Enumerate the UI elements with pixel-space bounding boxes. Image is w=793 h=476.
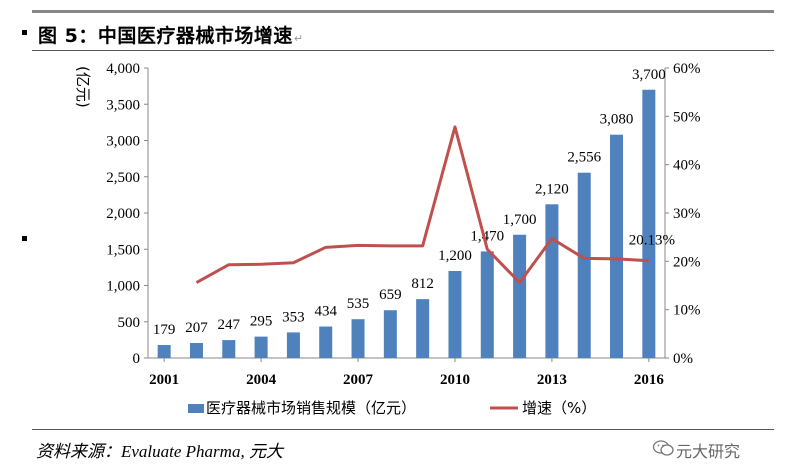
source-rule xyxy=(32,429,774,430)
right-tick-label: 50% xyxy=(673,109,701,125)
left-tick-label: 3,000 xyxy=(106,134,140,150)
wechat-icon xyxy=(652,440,674,456)
bar-2005 xyxy=(286,332,300,358)
x-tick-label: 2007 xyxy=(343,372,374,388)
bar-2001 xyxy=(157,345,171,358)
left-tick-label: 2,500 xyxy=(106,170,140,186)
title-bullet xyxy=(22,30,27,35)
bar-2010 xyxy=(448,271,462,358)
bar-label-2005: 353 xyxy=(282,309,305,325)
left-tick-label: 500 xyxy=(118,315,141,331)
bar-2003 xyxy=(222,340,236,358)
bar-2009 xyxy=(416,299,430,358)
bar-label-2003: 247 xyxy=(218,317,241,333)
right-tick-label: 30% xyxy=(673,206,701,222)
bar-2015 xyxy=(610,134,624,358)
page-title-text: 图 5：中国医疗器械市场增速 xyxy=(38,25,293,47)
bar-label-2001: 179 xyxy=(153,322,176,338)
legend-line-label: 增速（%） xyxy=(522,399,596,417)
left-tick-label: 3,500 xyxy=(106,97,140,113)
x-tick-label: 2004 xyxy=(246,372,277,388)
bar-2012 xyxy=(513,234,527,358)
bar-label-2011: 1,470 xyxy=(470,228,504,244)
bar-label-2002: 207 xyxy=(185,320,208,336)
x-tick-label: 2010 xyxy=(440,372,470,388)
x-tick-label: 2016 xyxy=(634,372,665,388)
top-rule xyxy=(32,10,774,13)
side-bullet xyxy=(22,236,27,241)
bar-label-2013: 2,120 xyxy=(535,181,569,197)
bar-label-2015: 3,080 xyxy=(600,112,634,128)
bar-label-2012: 1,700 xyxy=(503,212,537,228)
bar-2008 xyxy=(383,310,397,358)
left-tick-label: 4,000 xyxy=(106,61,140,77)
right-tick-label: 40% xyxy=(673,158,701,174)
bar-label-2014: 2,556 xyxy=(567,150,601,166)
bar-2007 xyxy=(351,319,365,358)
legend-bar-swatch xyxy=(188,404,204,413)
x-tick-label: 2013 xyxy=(537,372,567,388)
bar-2016 xyxy=(642,89,656,358)
bar-2002 xyxy=(189,342,203,358)
bar-label-2006: 434 xyxy=(314,304,337,320)
x-tick-label: 2001 xyxy=(149,372,179,388)
right-tick-label: 10% xyxy=(673,303,701,319)
source-note: 资料来源：Evaluate Pharma, 元大 xyxy=(36,442,283,461)
title-rule xyxy=(32,50,774,51)
growth-line xyxy=(195,125,649,285)
bar-label-2010: 1,200 xyxy=(438,248,472,264)
bar-2004 xyxy=(254,336,268,358)
bar-2006 xyxy=(319,326,333,358)
left-tick-label: 2,000 xyxy=(106,206,140,222)
watermark-label: 元大研究 xyxy=(676,442,741,461)
left-tick-label: 1,500 xyxy=(106,242,140,258)
bar-2013 xyxy=(545,204,559,358)
growth-end-label: 20.13% xyxy=(629,233,675,249)
bar-label-2008: 659 xyxy=(379,287,402,303)
bar-label-2007: 535 xyxy=(347,296,370,312)
chart-legend: 医疗器械市场销售规模（亿元） 增速（%） xyxy=(188,399,596,417)
page-title: 图 5：中国医疗器械市场增速↵ xyxy=(38,21,304,48)
bar-label-2016: 3,700 xyxy=(632,67,666,83)
bar-2011 xyxy=(480,251,494,358)
right-tick-label: 60% xyxy=(673,61,701,77)
right-tick-label: 20% xyxy=(673,254,701,270)
bar-label-2004: 295 xyxy=(250,314,273,330)
chart-bars xyxy=(157,89,656,358)
right-tick-label: 0% xyxy=(673,351,693,367)
chart-axes: 0 500 1,000 1,500 2,000 2,500 3,000 3,500 4,000 0… xyxy=(74,61,701,388)
chart-growth-line: 20.13% xyxy=(195,125,675,285)
left-axis-title: (亿元) xyxy=(74,66,92,108)
bar-2014 xyxy=(577,172,591,358)
left-tick-label: 0 xyxy=(133,351,141,367)
legend-bar-label: 医疗器械市场销售规模（亿元） xyxy=(206,399,416,417)
paragraph-mark: ↵ xyxy=(293,32,304,45)
bar-label-2009: 812 xyxy=(411,276,434,292)
left-tick-label: 1,000 xyxy=(106,279,140,295)
